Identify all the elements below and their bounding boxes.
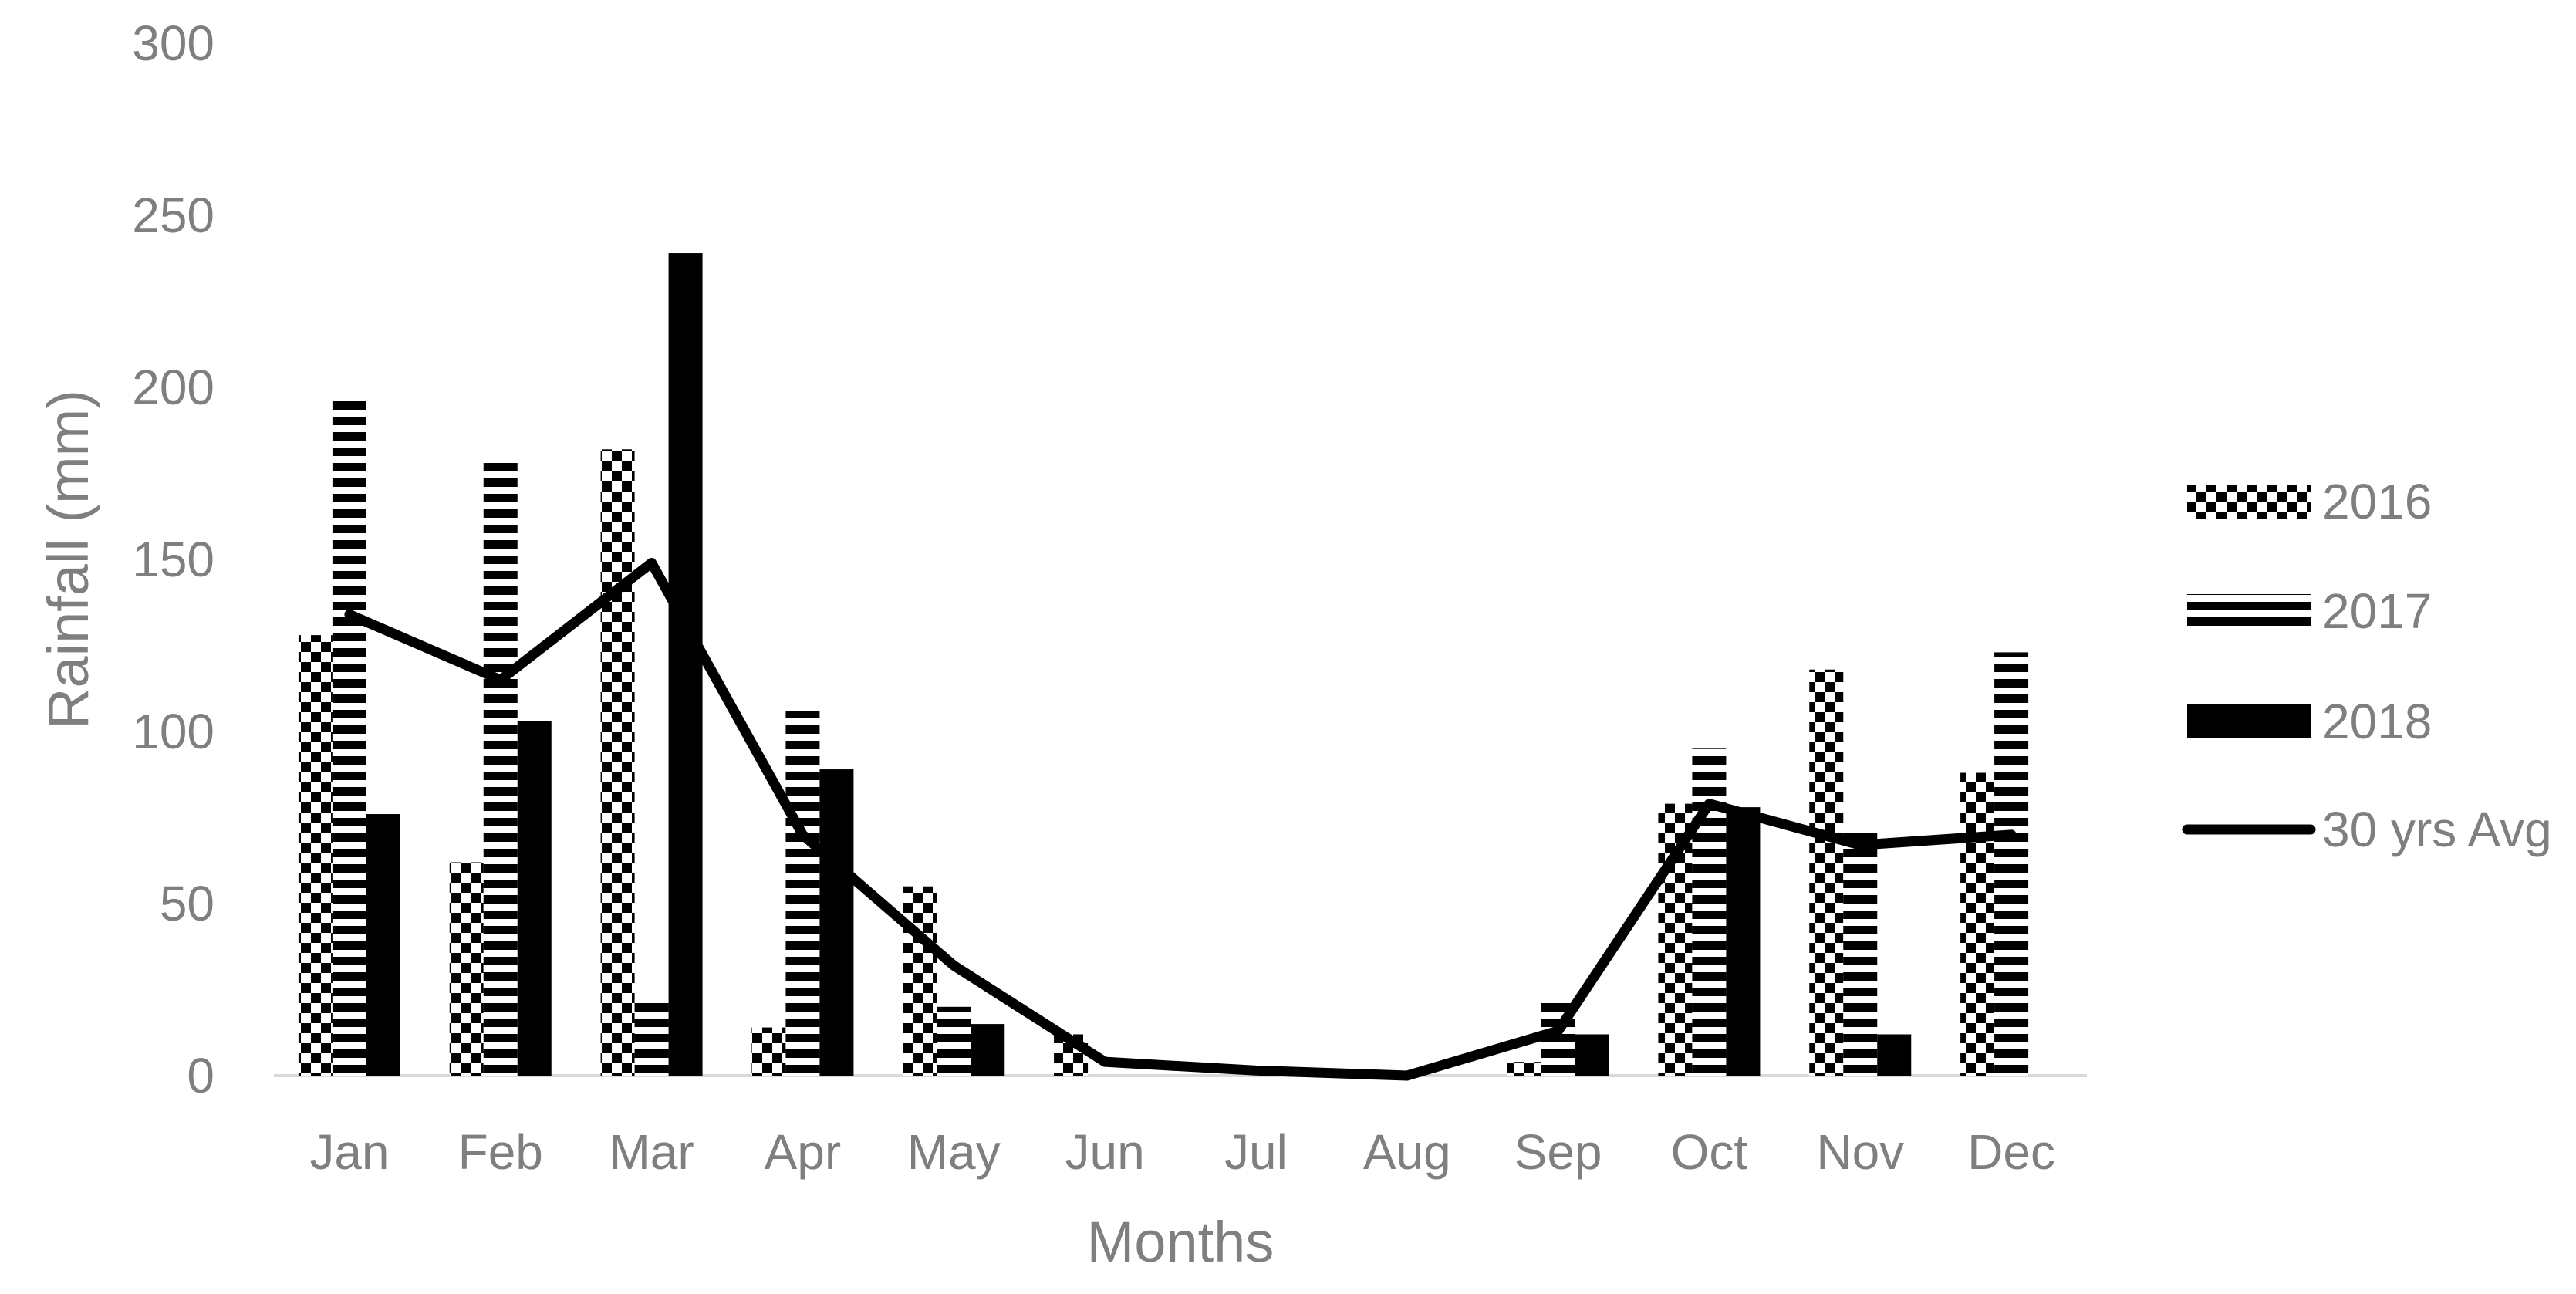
x-tick-label: Jun — [1065, 1124, 1144, 1180]
x-tick-label: Oct — [1671, 1124, 1748, 1180]
bar-2018 — [366, 814, 400, 1076]
y-tick-label: 50 — [160, 876, 214, 931]
legend-swatch-2017 — [2187, 594, 2311, 628]
legend-swatch-2018 — [2187, 704, 2311, 738]
x-tick-label: Apr — [765, 1124, 842, 1180]
x-tick-label: Aug — [1363, 1124, 1451, 1180]
bar-2016 — [1960, 772, 1995, 1076]
x-tick-label: Mar — [609, 1124, 694, 1180]
bar-2018 — [1877, 1034, 1912, 1076]
bar-2016 — [449, 862, 484, 1076]
bar-2017 — [1692, 748, 1727, 1076]
series-line-30-yrs-Avg — [344, 557, 2017, 1081]
legend-label: 2017 — [2322, 583, 2432, 639]
bar-2017 — [1843, 827, 1878, 1076]
bar-2017 — [937, 1006, 971, 1076]
bar-2016 — [600, 449, 635, 1076]
bar-2018 — [517, 721, 552, 1076]
legend-label: 30 yrs Avg — [2322, 802, 2552, 857]
bar-2016 — [298, 635, 333, 1076]
x-tick-label: Nov — [1816, 1124, 1904, 1180]
bar-2018 — [1726, 807, 1761, 1076]
bar-2018 — [668, 253, 703, 1076]
bar-2018 — [819, 769, 854, 1076]
bar-2016 — [751, 1027, 786, 1076]
y-tick-label: 200 — [132, 360, 214, 415]
bar-2017 — [785, 711, 820, 1076]
legend-label: 2018 — [2322, 694, 2432, 749]
x-tick-label: May — [907, 1124, 1001, 1180]
bar-2016 — [1507, 1062, 1541, 1076]
x-tick-label: Sep — [1514, 1124, 1602, 1180]
y-tick-label: 300 — [132, 15, 214, 71]
x-tick-label: Feb — [458, 1124, 543, 1180]
bar-2016 — [903, 886, 937, 1076]
x-tick-label: Jul — [1224, 1124, 1288, 1180]
bar-2017 — [1994, 652, 2029, 1076]
y-tick-label: 0 — [187, 1048, 214, 1103]
legend-label: 2016 — [2322, 474, 2432, 529]
bar-2017 — [634, 999, 669, 1076]
x-axis-title: Months — [1087, 1210, 1274, 1274]
y-tick-label: 100 — [132, 704, 214, 759]
bar-2017 — [332, 400, 366, 1076]
y-axis-title: Rainfall (mm) — [36, 390, 100, 729]
legend-swatch-2016 — [2187, 485, 2311, 519]
y-tick-label: 250 — [132, 188, 214, 243]
x-tick-label: Dec — [1967, 1124, 2055, 1180]
bar-2018 — [971, 1024, 1005, 1076]
bar-2016 — [1809, 669, 1844, 1076]
bar-2017 — [483, 456, 518, 1076]
x-tick-label: Jan — [309, 1124, 389, 1180]
bar-2018 — [1575, 1034, 1609, 1076]
y-tick-label: 150 — [132, 532, 214, 587]
